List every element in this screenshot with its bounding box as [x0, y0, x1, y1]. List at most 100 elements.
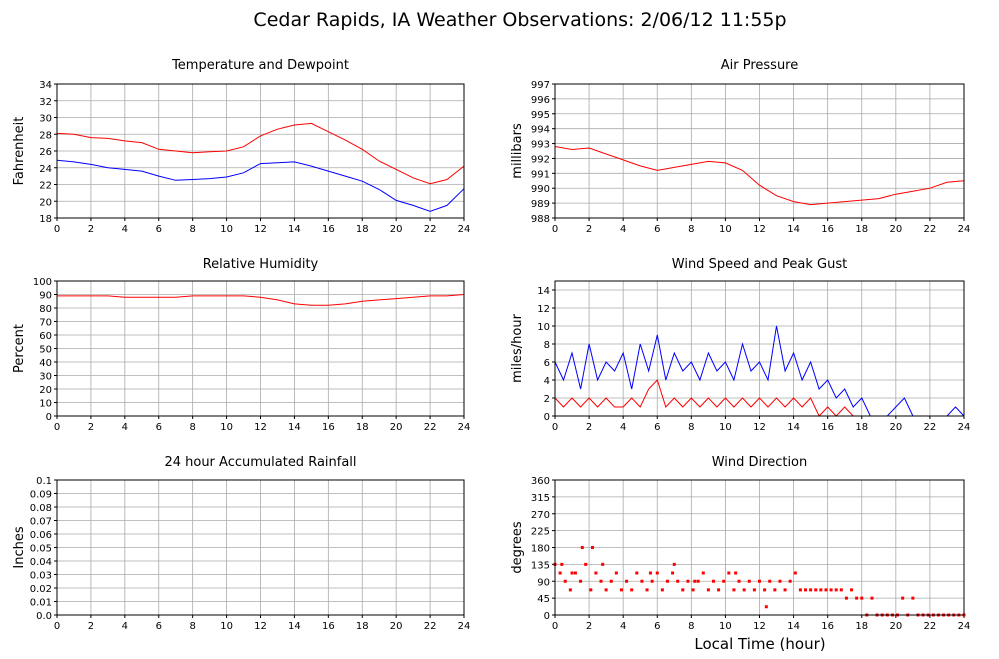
- direction-point: [676, 579, 680, 583]
- direction-x-tick-label: 22: [924, 621, 937, 632]
- temperature-y-tick-label: 18: [39, 214, 52, 225]
- direction-point: [609, 579, 613, 583]
- pressure-x-tick-label: 18: [855, 224, 868, 235]
- direction-point: [901, 596, 905, 600]
- rainfall-x-tick-label: 6: [156, 621, 162, 632]
- humidity-x-tick-label: 6: [156, 422, 162, 433]
- wind-title: Wind Speed and Peak Gust: [672, 257, 847, 272]
- temperature-x-tick-label: 20: [390, 224, 403, 235]
- direction-point: [870, 596, 874, 600]
- temperature-y-tick-label: 34: [39, 80, 52, 91]
- wind-y-tick-label: 0: [544, 412, 550, 423]
- direction-point: [630, 588, 634, 592]
- direction-point: [798, 588, 802, 592]
- direction-point: [672, 562, 676, 566]
- wind-x-tick-label: 18: [855, 422, 868, 433]
- direction-x-tick-label: 20: [889, 621, 902, 632]
- humidity-x-tick-label: 22: [424, 422, 437, 433]
- wind-x-tick-label: 2: [586, 422, 592, 433]
- direction-point: [660, 588, 664, 592]
- rainfall-x-tick-label: 22: [424, 621, 437, 632]
- rainfall-x-tick-label: 18: [356, 621, 369, 632]
- direction-point: [758, 579, 761, 583]
- humidity-x-tick-label: 14: [288, 422, 301, 433]
- direction-point: [706, 588, 710, 592]
- temperature-x-tick-label: 18: [356, 224, 369, 235]
- direction-point: [570, 571, 574, 575]
- wind-x-tick-label: 24: [958, 422, 971, 433]
- direction-y-tick-label: 45: [537, 594, 550, 605]
- pressure-y-tick-label: 997: [531, 80, 550, 91]
- pressure-y-tick-label: 992: [531, 154, 550, 165]
- direction-point: [614, 571, 618, 575]
- direction-x-tick-label: 24: [958, 621, 971, 632]
- humidity-x-tick-label: 0: [54, 422, 60, 433]
- wind-y-axis-label: miles/hour: [510, 313, 525, 382]
- humidity-y-tick-label: 30: [39, 372, 52, 383]
- pressure-plot-frame: [554, 83, 965, 219]
- rainfall-plot-frame: [56, 479, 465, 616]
- rainfall-x-tick-label: 12: [254, 621, 267, 632]
- humidity-title: Relative Humidity: [203, 257, 319, 272]
- temperature-series-line: [56, 159, 465, 212]
- temperature-y-tick-label: 28: [39, 130, 52, 141]
- rainfall-y-tick-label: 0.04: [30, 557, 52, 568]
- temperature-x-tick-label: 2: [88, 224, 94, 235]
- wind-series-line: [554, 325, 965, 417]
- rainfall-y-tick-label: 0.09: [30, 490, 52, 501]
- humidity-x-tick-label: 20: [390, 422, 403, 433]
- rainfall-x-tick-label: 10: [220, 621, 233, 632]
- wind-x-tick-label: 12: [753, 422, 766, 433]
- humidity-y-tick-label: 0: [46, 412, 52, 423]
- direction-point: [844, 596, 848, 600]
- humidity-y-tick-label: 60: [39, 331, 52, 342]
- pressure-series-line: [554, 146, 965, 206]
- humidity-y-tick-label: 70: [39, 318, 52, 329]
- temperature-y-tick-label: 20: [39, 197, 52, 208]
- direction-point: [829, 588, 833, 592]
- humidity-y-tick-label: 90: [39, 291, 52, 302]
- rainfall-y-tick-label: 0.02: [30, 584, 52, 595]
- temperature-y-tick-label: 24: [39, 164, 52, 175]
- pressure-y-tick-label: 990: [531, 184, 550, 195]
- direction-x-tick-label: 12: [753, 621, 766, 632]
- humidity-x-tick-label: 8: [189, 422, 195, 433]
- direction-x-tick-label: 6: [654, 621, 660, 632]
- direction-plot-frame: [554, 479, 965, 616]
- rainfall-x-tick-label: 2: [88, 621, 94, 632]
- direction-point: [834, 588, 838, 592]
- direction-point: [734, 571, 738, 575]
- temperature-y-tick-label: 22: [39, 181, 52, 192]
- rainfall-y-tick-label: 0.01: [30, 598, 52, 609]
- humidity-y-tick-label: 40: [39, 358, 52, 369]
- x-axis-label: Local Time (hour): [694, 635, 825, 653]
- temperature-title: Temperature and Dewpoint: [171, 58, 349, 73]
- wind-x-tick-label: 8: [688, 422, 694, 433]
- temperature-x-tick-label: 4: [122, 224, 128, 235]
- direction-point: [763, 588, 767, 592]
- wind-x-tick-label: 10: [719, 422, 732, 433]
- direction-point: [783, 588, 787, 592]
- direction-point: [696, 579, 700, 583]
- humidity-x-tick-label: 24: [458, 422, 471, 433]
- direction-point: [711, 579, 715, 583]
- direction-point: [681, 588, 685, 592]
- direction-point: [573, 571, 577, 575]
- direction-point: [747, 579, 751, 583]
- direction-y-axis-label: degrees: [510, 521, 525, 574]
- direction-point: [850, 588, 854, 592]
- temperature-x-tick-label: 24: [458, 224, 471, 235]
- humidity-y-tick-label: 80: [39, 304, 52, 315]
- pressure-x-tick-label: 4: [620, 224, 626, 235]
- humidity-x-tick-label: 4: [122, 422, 128, 433]
- pressure-y-tick-label: 989: [531, 199, 550, 210]
- temperature-plot-frame: [56, 83, 465, 219]
- direction-x-tick-label: 10: [719, 621, 732, 632]
- direction-point: [640, 579, 644, 583]
- direction-point: [579, 579, 583, 583]
- rainfall-x-tick-label: 16: [322, 621, 335, 632]
